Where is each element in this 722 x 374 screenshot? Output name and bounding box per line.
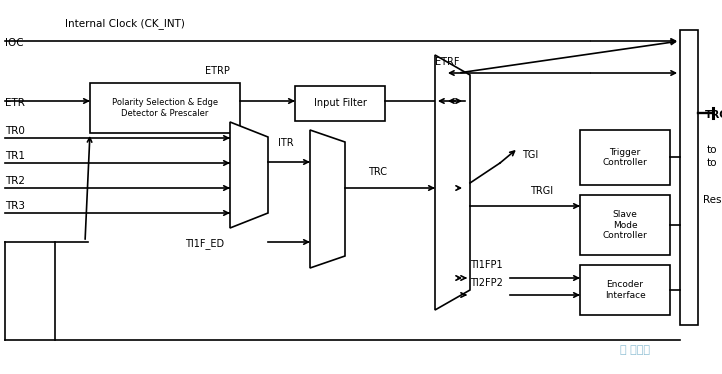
FancyBboxPatch shape xyxy=(580,130,670,185)
Text: Internal Clock (CK_INT): Internal Clock (CK_INT) xyxy=(65,18,185,29)
Text: Trigger
Controller: Trigger Controller xyxy=(603,148,648,167)
Text: TRGI: TRGI xyxy=(530,186,553,196)
Text: Encoder
Interface: Encoder Interface xyxy=(604,280,645,300)
Polygon shape xyxy=(230,122,268,228)
FancyBboxPatch shape xyxy=(90,83,240,133)
Text: TR2: TR2 xyxy=(5,176,25,186)
Text: IOC: IOC xyxy=(5,38,24,48)
Text: TR3: TR3 xyxy=(5,201,25,211)
FancyBboxPatch shape xyxy=(295,86,385,121)
Text: TRC: TRC xyxy=(368,167,387,177)
Text: TI1FP1: TI1FP1 xyxy=(470,260,503,270)
Text: Reset, Er: Reset, Er xyxy=(703,195,722,205)
Text: TGI: TGI xyxy=(522,150,538,160)
Text: Polarity Selection & Edge
Detector & Prescaler: Polarity Selection & Edge Detector & Pre… xyxy=(112,98,218,118)
Text: Slave
Mode
Controller: Slave Mode Controller xyxy=(603,210,648,240)
Polygon shape xyxy=(310,130,345,268)
FancyBboxPatch shape xyxy=(580,265,670,315)
Text: Input Filter: Input Filter xyxy=(313,98,367,108)
Text: ITR: ITR xyxy=(278,138,294,148)
Text: TI2FP2: TI2FP2 xyxy=(470,278,503,288)
Text: to: to xyxy=(707,145,718,155)
Polygon shape xyxy=(435,55,470,310)
Text: ETRP: ETRP xyxy=(205,66,230,76)
FancyBboxPatch shape xyxy=(580,195,670,255)
Text: TR0: TR0 xyxy=(5,126,25,136)
Text: ㊉ 日月辰: ㊉ 日月辰 xyxy=(620,345,650,355)
FancyBboxPatch shape xyxy=(680,30,698,325)
Text: ETR: ETR xyxy=(5,98,25,108)
Text: to: to xyxy=(707,158,718,168)
Text: TRGO: TRGO xyxy=(705,110,722,120)
Text: ETRF: ETRF xyxy=(435,57,459,67)
Text: TR1: TR1 xyxy=(5,151,25,161)
Text: TI1F_ED: TI1F_ED xyxy=(185,238,224,249)
